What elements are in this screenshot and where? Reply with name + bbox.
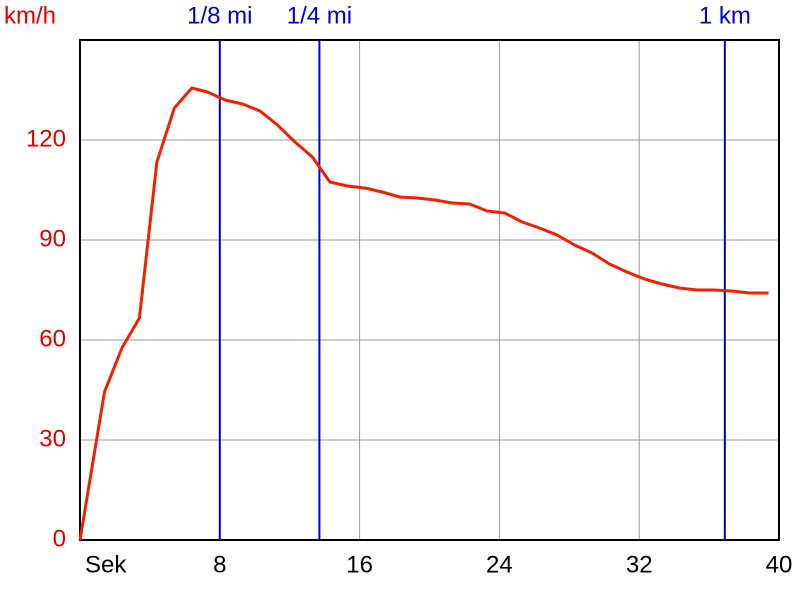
x-tick-label: Sek: [85, 551, 127, 578]
y-tick-label: 60: [39, 325, 66, 352]
marker-label: 1/8 mi: [187, 2, 252, 29]
marker-label: 1 km: [699, 2, 751, 29]
marker-label: 1/4 mi: [287, 2, 352, 29]
x-tick-label: 40: [766, 551, 793, 578]
y-tick-label: 120: [26, 125, 66, 152]
x-tick-label: 24: [486, 551, 513, 578]
plot-frame: [79, 39, 780, 541]
x-tick-label: 16: [346, 551, 373, 578]
y-tick-label: 0: [53, 525, 66, 552]
x-tick-label: 32: [626, 551, 653, 578]
y-tick-label: 30: [39, 425, 66, 452]
x-tick-label: 8: [213, 551, 226, 578]
y-tick-label: 90: [39, 225, 66, 252]
speed-line: [78, 86, 769, 541]
y-axis-label: km/h: [4, 2, 56, 29]
